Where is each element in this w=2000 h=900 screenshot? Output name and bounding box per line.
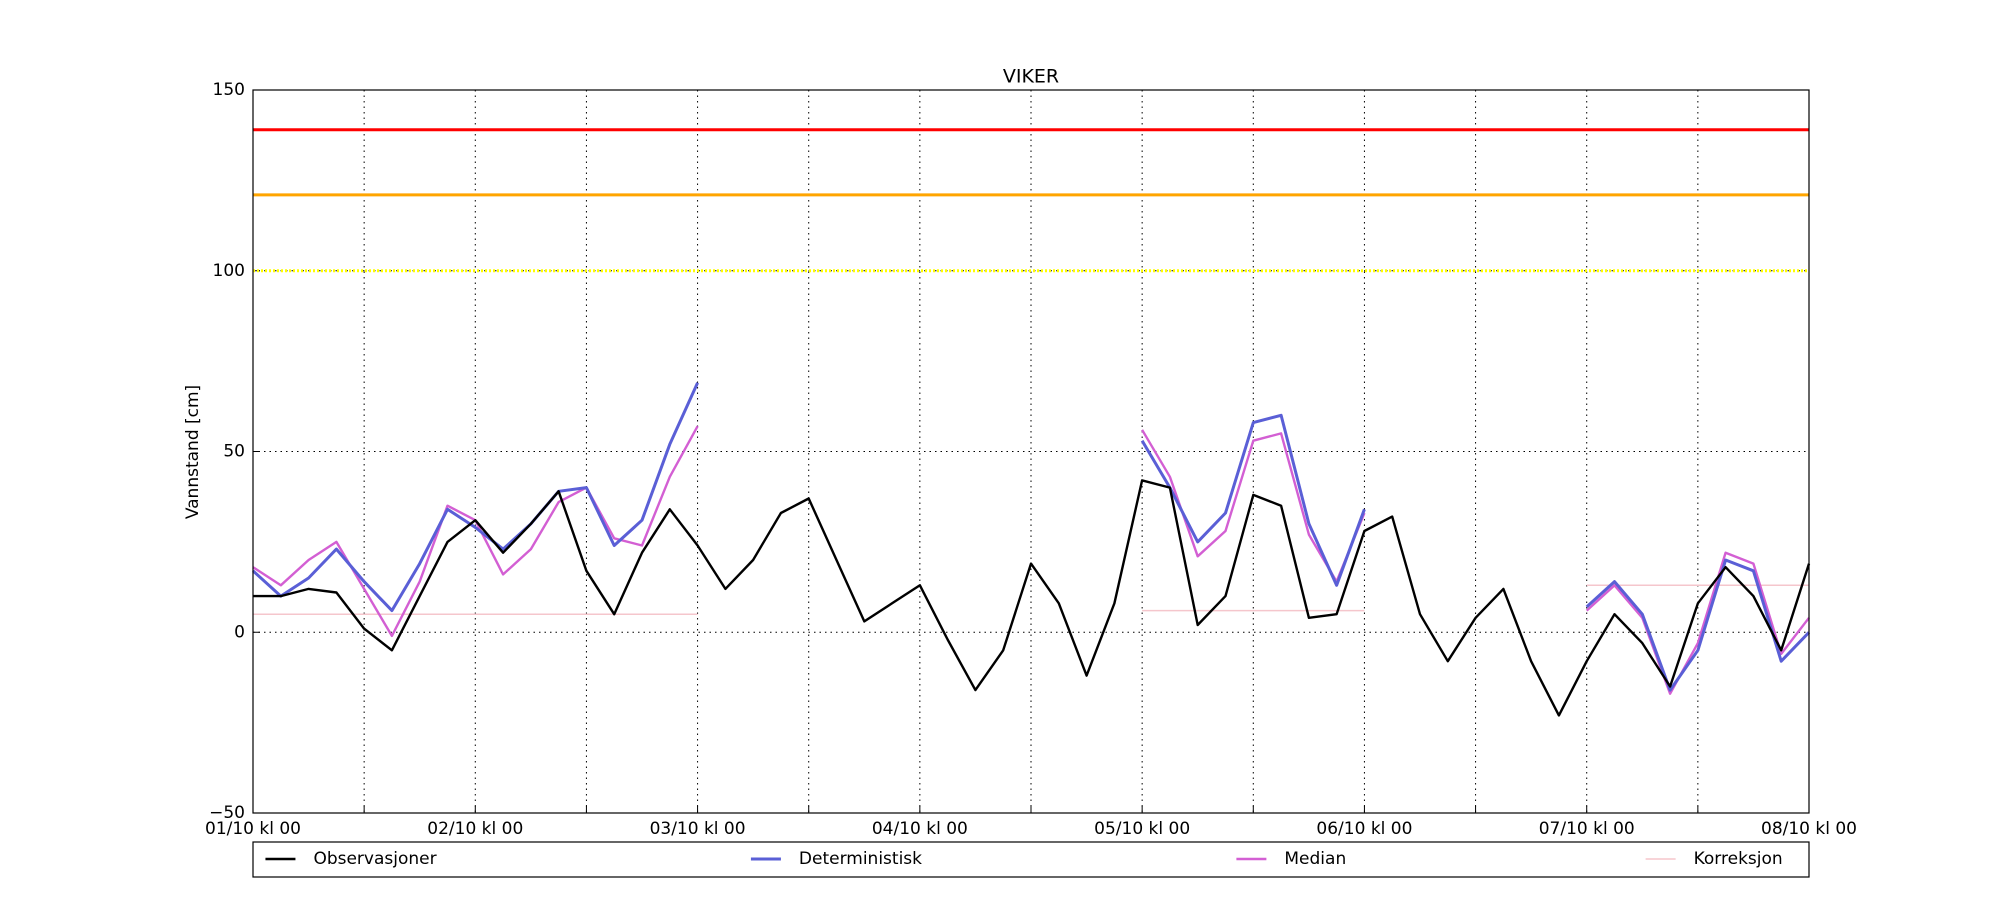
series-line <box>253 584 1809 615</box>
series-line <box>253 479 1811 717</box>
y-tick-label: 100 <box>213 261 245 281</box>
x-tick-label: 05/10 kl 00 <box>1094 819 1190 839</box>
x-tick-label: 07/10 kl 00 <box>1539 819 1635 839</box>
y-tick-label: −50 <box>209 803 245 823</box>
x-tick-label: 04/10 kl 00 <box>872 819 968 839</box>
x-tick-label: 06/10 kl 00 <box>1316 819 1412 839</box>
legend-label: Korreksjon <box>1694 849 1783 869</box>
legend-label: Deterministisk <box>799 849 922 869</box>
x-tick-label: 01/10 kl 00 <box>205 819 301 839</box>
chart-title: VIKER <box>1003 66 1059 88</box>
x-tick-label: 03/10 kl 00 <box>650 819 746 839</box>
y-tick-label: 150 <box>213 80 245 100</box>
legend-label: Median <box>1284 849 1346 869</box>
x-tick-label: 02/10 kl 00 <box>427 819 523 839</box>
x-tick-label: 08/10 kl 00 <box>1761 819 1857 839</box>
y-tick-label: 0 <box>234 622 245 642</box>
y-tick-label: 50 <box>223 442 245 462</box>
legend-box <box>252 841 1810 878</box>
y-axis-label: Vannstand [cm] <box>183 385 203 519</box>
plot-frame <box>252 89 1810 814</box>
legend-label: Observasjoner <box>313 849 436 869</box>
